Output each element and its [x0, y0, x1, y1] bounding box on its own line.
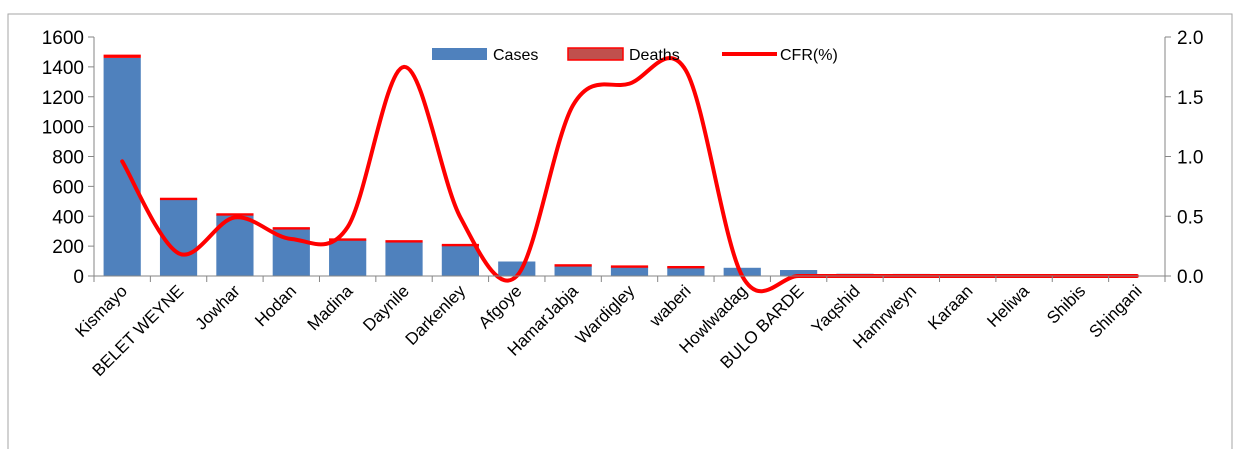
bar-deaths [385, 240, 423, 243]
y-right-tick-label: 0.0 [1177, 267, 1203, 288]
legend-label-cfr: CFR(%) [780, 47, 838, 64]
bar-deaths [329, 238, 367, 241]
bar-deaths [159, 197, 198, 201]
y-left-tick-label: 200 [52, 237, 84, 258]
bar-cases [498, 261, 536, 276]
x-category-label: Heliwa [983, 281, 1033, 331]
bar-deaths [272, 227, 310, 230]
y-right-tick-label: 0.5 [1177, 207, 1203, 228]
y-left-tick-label: 400 [52, 207, 84, 228]
y-right-tick-label: 2.0 [1177, 28, 1203, 49]
bar-cases [667, 267, 705, 276]
legend-swatch-cases [432, 48, 487, 60]
x-category-label: Hodan [251, 281, 300, 330]
x-category-label: Shibis [1043, 281, 1089, 327]
x-category-label: Karaan [924, 281, 976, 333]
bar-cases [441, 245, 479, 276]
y-left-tick-label: 1200 [42, 88, 84, 109]
y-left-tick-label: 1000 [42, 118, 84, 139]
legend-label-deaths: Deaths [629, 47, 680, 64]
bar-deaths [441, 243, 479, 247]
bar-cases [103, 57, 141, 276]
y-left-tick-label: 0 [73, 267, 84, 288]
bar-cases [554, 265, 592, 276]
x-category-label: Madina [304, 281, 357, 334]
bar-cases [159, 199, 198, 276]
y-left-tick-label: 600 [52, 177, 84, 198]
y-right-tick-label: 1.0 [1177, 148, 1203, 169]
bar-deaths [667, 265, 705, 269]
x-category-label: Afgoye [475, 281, 526, 332]
x-category-label: waberi [645, 281, 695, 331]
bar-cases [610, 266, 649, 276]
x-category-label: Wardigley [572, 281, 639, 348]
x-category-label: Darkenley [402, 281, 470, 349]
y-right-tick-label: 1.5 [1177, 88, 1203, 109]
bar-cases [329, 239, 367, 276]
x-category-label: Daynile [359, 281, 413, 335]
bar-deaths [216, 213, 254, 216]
bar-cases [780, 270, 818, 276]
y-left-tick-label: 1400 [42, 58, 84, 79]
legend-label-cases: Cases [493, 47, 538, 64]
x-category-label: Jowhar [192, 281, 244, 333]
chart-border [7, 13, 1233, 449]
bar-deaths [610, 265, 649, 268]
y-left-tick-label: 1600 [42, 28, 84, 49]
x-category-label: Shingani [1085, 281, 1145, 341]
legend-swatch-deaths [567, 47, 624, 61]
x-category-label: Yaqshid [808, 281, 864, 337]
bar-cases [385, 241, 423, 276]
y-left-tick-label: 800 [52, 148, 84, 169]
bar-deaths [103, 54, 141, 58]
bar-deaths [554, 264, 592, 267]
